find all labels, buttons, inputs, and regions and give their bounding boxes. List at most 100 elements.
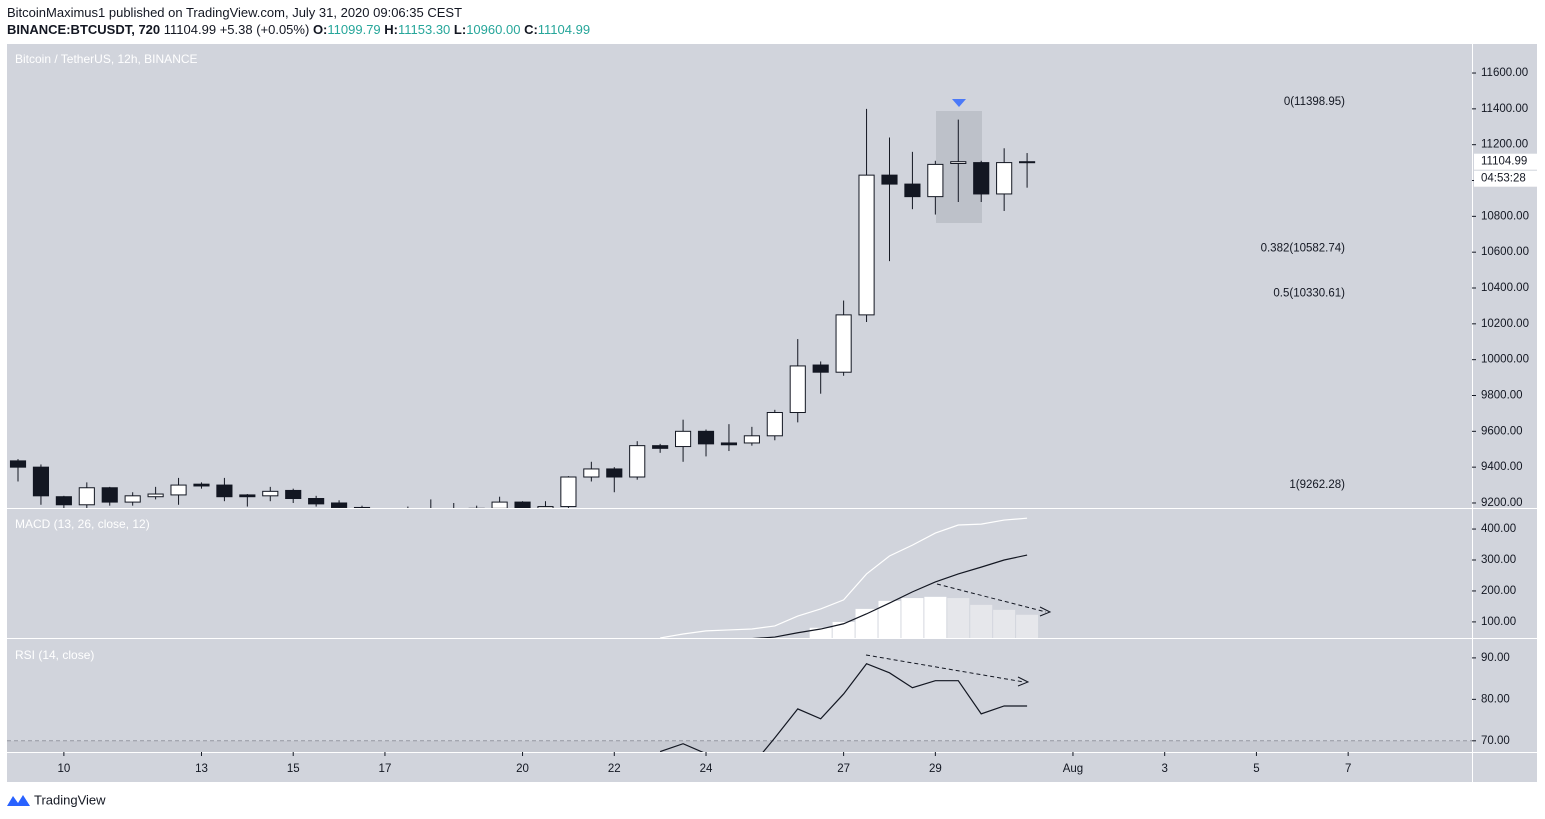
countdown-box [1474,170,1537,187]
y-tick-label: 10200.00 [1481,318,1529,330]
candle-body [101,487,118,503]
y-tick-label: 100.00 [1481,616,1516,628]
x-tick-label: 10 [57,763,70,775]
last-price: 11104.99 [163,22,217,37]
y-tick-label: 10600.00 [1481,246,1529,258]
candle-body [606,468,623,478]
y-tick-label: 10400.00 [1481,282,1529,294]
y-tick-label: 400.00 [1481,523,1516,535]
chart-title: Bitcoin / TetherUS, 12h, BINANCE [15,52,198,66]
x-tick-label: 15 [287,763,300,775]
candle-body [789,365,806,414]
rsi-band [7,741,1472,752]
candle-body [881,174,898,185]
y-tick-label: 70.00 [1481,735,1510,747]
fib-label: 1(9262.28) [1289,479,1345,491]
candle-body [858,174,875,316]
symbol: BINANCE:BTCUSDT, 720 [7,22,161,37]
x-tick-label: 13 [195,763,208,775]
y-tick-label: 11400.00 [1481,103,1528,115]
ohlc-label: O: [312,22,328,37]
histogram-bar [1016,614,1039,638]
candle-body [331,502,348,508]
price-change: +5.38 (+0.05%) [219,22,310,37]
x-tick-label: 3 [1161,763,1167,775]
candle-body [927,163,944,198]
histogram-bar [924,596,947,638]
macd-title: MACD (13, 26, close, 12) [15,517,150,531]
candle-body [32,466,50,497]
fib-label: 0.5(10330.61) [1273,287,1345,299]
fib-label: 0.382(10582.74) [1261,242,1346,254]
y-tick-label: 9200.00 [1481,497,1523,509]
ohlc-label: L: [453,22,467,37]
candle-body [697,430,715,445]
series-line [752,554,1028,638]
divergence-arrow [936,583,1047,613]
y-tick-label: 300.00 [1481,554,1516,566]
candle-body [491,501,508,508]
logo: TradingView [7,792,106,807]
y-tick-label: 9400.00 [1481,461,1523,473]
candle-body [9,460,27,468]
candle-body [239,494,256,498]
logo-icon [7,795,30,806]
divergence-arrow [865,654,1025,683]
candle-body [743,435,760,444]
candle-body [904,183,921,198]
fib-label: 0(11398.95) [1284,96,1345,108]
arrow-head [1039,606,1052,617]
x-tick-label: 24 [700,763,713,775]
ohlc: O:11099.79 H:11153.30 L:10960.00 C:11104… [313,22,590,37]
candle-body [308,498,325,505]
y-tick-label: 80.00 [1481,693,1510,705]
candle-body [1019,161,1036,164]
histogram-bar [901,598,924,638]
candle-body [629,445,646,478]
ohlc-value: 10960.00 [466,22,521,37]
rsi-title: RSI (14, close) [15,648,94,662]
x-tick-label: 20 [516,763,529,775]
histogram-bar [832,621,855,638]
candle-body [262,490,279,497]
y-tick-label: 10000.00 [1481,354,1529,366]
last-price-box [1474,153,1537,170]
candle-body [812,364,829,373]
x-tick-label: 7 [1345,763,1351,775]
candle-body [766,412,783,437]
macd-pane [660,517,1039,638]
x-tick-label: Aug [1063,763,1083,775]
histogram-bar [809,627,832,638]
ohlc-value: 11099.79 [327,22,381,37]
y-tick-label: 9800.00 [1481,390,1523,402]
candle-body [193,483,210,487]
y-tick-label: 90.00 [1481,652,1510,664]
candle-body [78,487,95,506]
signal-arrow [952,99,966,107]
axes: 11600.0011400.0011200.0011000.0010800.00… [57,67,1537,775]
candle-body [285,489,302,500]
ohlc-label: C: [524,22,538,37]
y-tick-label: 10800.00 [1481,210,1529,222]
symbol-line: BINANCE:BTCUSDT, 720 11104.99 +5.38 (+0.… [7,21,590,38]
candle-body [835,314,852,373]
candle-body [170,484,187,496]
series-line [659,662,1028,752]
ohlc-value: 11153.30 [398,22,451,37]
histogram-bar [970,604,993,638]
candle-body [996,162,1013,195]
candle-body [583,468,600,478]
x-tick-label: 17 [379,763,392,775]
rsi-pane [7,662,1472,752]
candle-body [950,161,967,164]
last-price-label: 11104.99 [1481,156,1527,168]
y-tick-label: 11600.00 [1481,67,1528,79]
published-line: BitcoinMaximus1 published on TradingView… [7,5,463,20]
x-tick-label: 22 [608,763,621,775]
ohlc-label: H: [384,22,398,37]
candle-body [560,476,577,508]
x-tick-label: 5 [1253,763,1259,775]
candle-body [675,430,692,448]
